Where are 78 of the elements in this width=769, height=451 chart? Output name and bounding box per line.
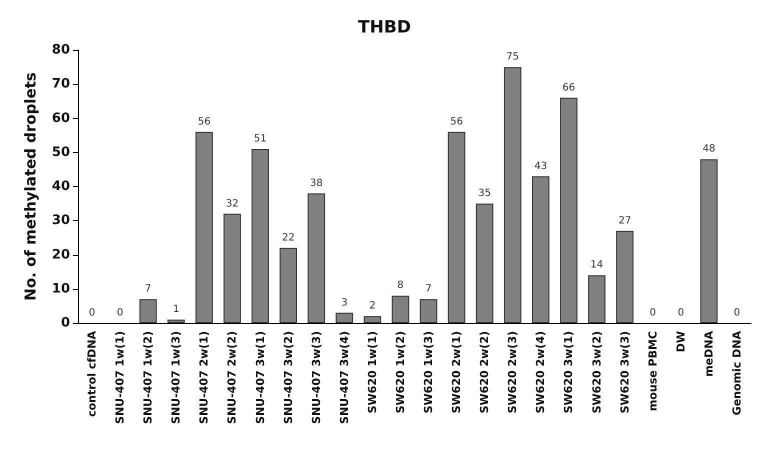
- x-tick-label: SW620 2w(1): [450, 331, 464, 414]
- data-label: 27: [618, 215, 632, 226]
- x-tick-label: SW620 1w(2): [394, 331, 407, 414]
- y-tick-label: 40: [52, 179, 70, 194]
- data-label: 8: [397, 280, 404, 292]
- data-label: 56: [450, 116, 463, 128]
- bar: [560, 98, 578, 323]
- bar: [364, 316, 382, 323]
- x-tick-label: SNU-407 1w(2): [142, 331, 155, 424]
- data-label: 0: [88, 308, 96, 318]
- bar: [195, 132, 213, 323]
- data-label: 75: [506, 52, 520, 63]
- x-tick-label: SNU-407 3w(3): [310, 331, 323, 424]
- bar: [448, 132, 466, 323]
- y-tick-label: 10: [52, 281, 70, 296]
- x-tick-label: SNU-407 1w(3): [170, 331, 183, 424]
- y-tick-label: 70: [52, 76, 70, 92]
- bar: [139, 299, 157, 323]
- data-label: 48: [702, 144, 716, 155]
- bar: [167, 320, 185, 323]
- data-label: 0: [678, 308, 684, 318]
- data-label: 1: [172, 304, 180, 316]
- bar: [504, 67, 522, 323]
- data-label: 43: [534, 160, 548, 172]
- bar: [336, 312, 354, 323]
- x-tick-label: SNU-407 2w(2): [226, 331, 239, 424]
- y-tick-label: 30: [52, 213, 70, 228]
- data-label: 22: [282, 232, 295, 244]
- bar: [224, 214, 241, 323]
- bar: [252, 148, 269, 323]
- bar: [476, 204, 494, 323]
- x-tick-label: DW: [674, 331, 688, 352]
- bar: [532, 176, 550, 323]
- data-label: 66: [562, 82, 576, 94]
- y-tick-label: 20: [52, 247, 70, 262]
- x-tick-label: meDNA: [702, 330, 716, 377]
- x-tick-label: SNU-407 3w(4): [338, 331, 351, 424]
- data-label: 56: [198, 116, 211, 128]
- y-tick-label: 80: [52, 42, 70, 58]
- data-label: 7: [425, 284, 432, 295]
- y-axis-title: No. of methylated droplets: [22, 72, 40, 301]
- bar: [308, 193, 326, 323]
- data-label: 0: [734, 308, 740, 318]
- data-label: 7: [144, 284, 152, 295]
- x-tick-label: SW620 2w(4): [534, 331, 548, 414]
- data-label: 35: [478, 188, 491, 200]
- data-label: 32: [226, 198, 239, 210]
- bar: [420, 299, 438, 323]
- data-label: 3: [341, 297, 348, 308]
- x-tick-label: SW620 1w(3): [422, 331, 436, 414]
- bar: [700, 159, 718, 323]
- x-tick-label: SW620 3w(2): [590, 331, 604, 414]
- x-tick-label: SW620 2w(3): [506, 331, 520, 414]
- data-label: 38: [310, 178, 323, 189]
- x-tick-label: mouse PBMC: [646, 331, 660, 412]
- data-label: 0: [650, 308, 656, 318]
- bar: [588, 275, 606, 323]
- data-label: 0: [116, 308, 124, 318]
- x-tick-label: SNU-407 1w(1): [114, 331, 127, 424]
- bar: [616, 230, 634, 323]
- y-tick-label: 50: [52, 144, 70, 160]
- x-tick-label: SNU-407 3w(1): [254, 331, 267, 424]
- x-tick-label: SW620 3w(3): [618, 331, 632, 414]
- x-tick-label: SW620 1w(1): [366, 331, 379, 414]
- x-tick-label: SNU-407 3w(2): [282, 331, 295, 424]
- x-tick-label: control cfDNA: [86, 330, 99, 417]
- bar: [280, 248, 298, 323]
- data-label: 14: [590, 260, 604, 271]
- y-tick-label: 60: [52, 110, 70, 126]
- data-label: 51: [254, 133, 267, 144]
- chart-title: THBD: [358, 18, 411, 38]
- y-tick-label: 0: [60, 316, 70, 330]
- data-label: 2: [369, 300, 376, 312]
- x-tick-label: SW620 3w(1): [562, 331, 576, 414]
- x-tick-label: SW620 2w(2): [478, 331, 492, 414]
- bar: [392, 296, 410, 323]
- x-tick-label: Genomic DNA: [730, 330, 744, 416]
- x-tick-label: SNU-407 2w(1): [198, 331, 211, 424]
